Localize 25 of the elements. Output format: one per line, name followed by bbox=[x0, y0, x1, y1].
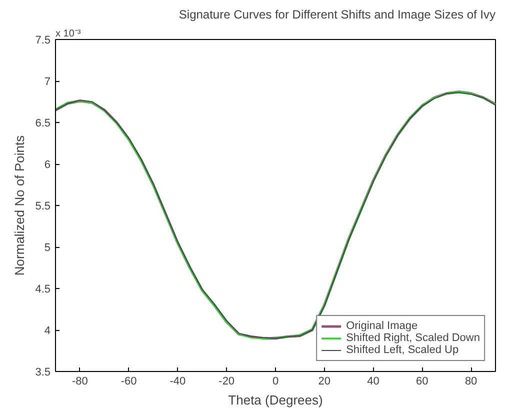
legend-label: Original Image bbox=[346, 320, 418, 332]
x-tick-label: 40 bbox=[367, 376, 380, 388]
y-tick-label: 4 bbox=[44, 325, 51, 337]
y-tick-label: 6 bbox=[44, 159, 51, 171]
y-tick-label: 7.5 bbox=[35, 34, 51, 46]
legend-label: Shifted Left, Scaled Up bbox=[346, 344, 459, 356]
x-tick-label: 20 bbox=[318, 376, 331, 388]
text: x 10⁻³ bbox=[56, 28, 82, 40]
y-tick-label: 6.5 bbox=[35, 118, 51, 130]
y-axis-title: Normalized No of Points bbox=[12, 134, 28, 276]
y-tick-label: 3.5 bbox=[35, 366, 51, 378]
x-tick-label: -20 bbox=[218, 376, 235, 388]
x-axis-title: Theta (Degrees) bbox=[228, 392, 323, 408]
y-tick-label: 5 bbox=[44, 242, 51, 254]
chart-title: Signature Curves for Different Shifts and Image Sizes of Ivy bbox=[178, 8, 496, 22]
x-tick-label: 80 bbox=[464, 376, 478, 388]
legend-label: Shifted Right, Scaled Down bbox=[346, 332, 480, 344]
y-tick-label: 5.5 bbox=[35, 200, 51, 212]
x-tick-label: 60 bbox=[416, 376, 428, 388]
y-tick-label: 4.5 bbox=[35, 284, 51, 296]
y-tick-label: 7 bbox=[44, 76, 51, 88]
x-tick-label: -60 bbox=[120, 376, 137, 388]
x-tick-label: -40 bbox=[170, 376, 186, 388]
x-tick-label: 0 bbox=[272, 376, 279, 388]
x-tick-label: -80 bbox=[72, 376, 88, 388]
